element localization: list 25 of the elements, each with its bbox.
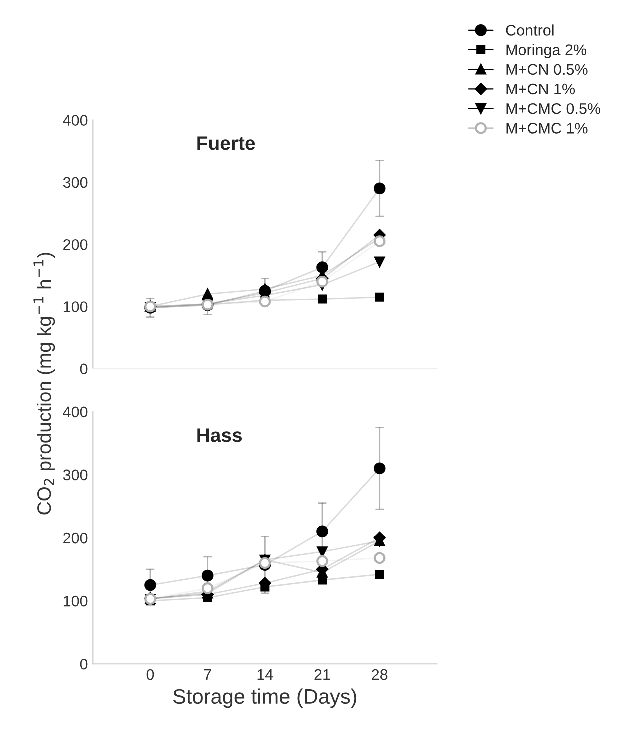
legend-label: M+CMC 0.5%: [506, 103, 600, 114]
x-tick-label: 21: [314, 669, 330, 680]
y-tick-label: 0: [80, 658, 88, 670]
y-tick-label: 0: [80, 364, 88, 375]
legend-label: Moringa 2%: [506, 44, 587, 59]
text: Fuerte: [198, 136, 256, 150]
y-tick-label: 200: [64, 532, 88, 544]
y-tick-label: 200: [64, 239, 88, 250]
x-axis-title: Storage time (Days): [174, 688, 356, 708]
y-tick-label: 100: [64, 302, 88, 312]
legend-label: M+CN 1%: [506, 84, 576, 95]
text: Hass: [198, 428, 242, 442]
x-tick-label: 28: [372, 669, 388, 680]
x-tick-label: 14: [258, 670, 274, 680]
y-tick-label: 300: [63, 470, 88, 481]
legend-label: Control: [506, 24, 554, 36]
x-tick-label: 0: [146, 669, 154, 680]
legend-label: M+CN 0.5%: [506, 64, 588, 76]
y-axis-title: CO$_{2}$ production (mg kg$^{−1}$ h$^{−1}$): [34, 253, 56, 515]
x-tick-label: 7: [204, 670, 212, 680]
y-tick-label: 400: [63, 115, 88, 126]
legend-label: M+CMC 1%: [506, 123, 588, 134]
y-tick-label: 100: [64, 596, 88, 607]
y-tick-label: 400: [63, 406, 88, 418]
y-tick-label: 300: [63, 177, 88, 188]
